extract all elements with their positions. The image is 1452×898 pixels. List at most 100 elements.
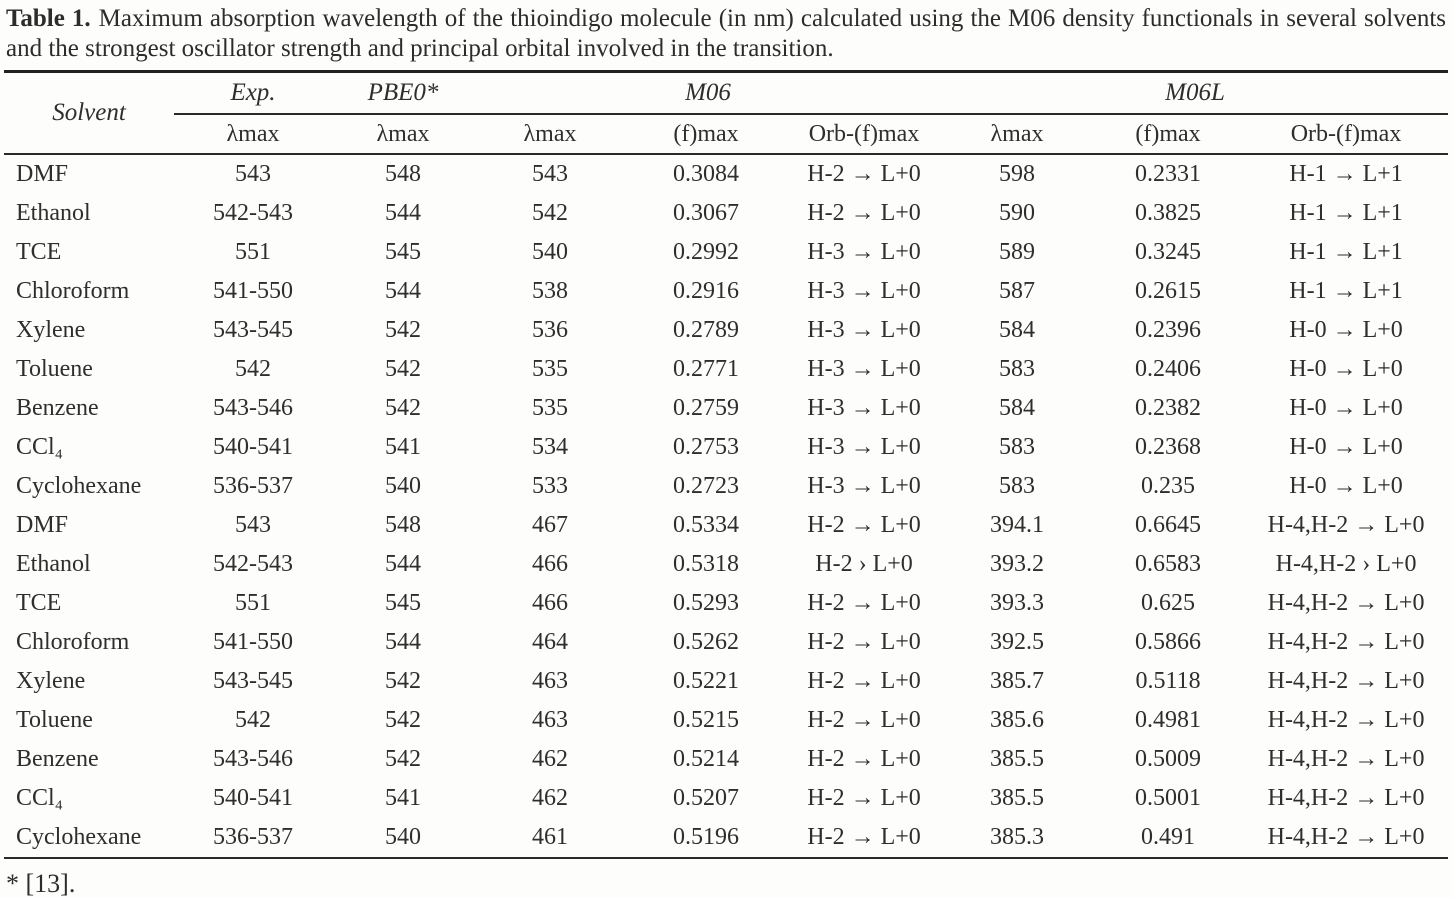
cell-m06-fmax: 0.5207 — [673, 785, 739, 811]
cell-solvent: CCl₄ — [16, 785, 64, 811]
cell-m06-lmax: 540 — [532, 239, 568, 265]
column-group-m06: M06 — [474, 71, 943, 115]
cell-pbe0-lmax: 545 — [385, 590, 421, 616]
cell-m06-orb: H-3 → L+0 — [807, 473, 921, 499]
cell-m06-fmax: 0.2789 — [673, 317, 739, 343]
cell-pbe0-lmax: 542 — [385, 395, 421, 421]
cell-solvent: CCl₄ — [16, 434, 64, 460]
cell-m06l-lmax: 583 — [999, 473, 1036, 499]
cell-m06l-lmax: 587 — [999, 278, 1036, 304]
column-header-pbe0-lmax: λmax — [332, 114, 474, 155]
cell-m06l-fmax: 0.5118 — [1135, 668, 1201, 694]
cell-exp-lmax: 543 — [235, 512, 271, 538]
cell-m06l-lmax: 589 — [999, 239, 1036, 265]
cell-exp-lmax: 542 — [235, 707, 271, 733]
cell-m06-lmax: 538 — [532, 278, 568, 304]
cell-m06l-lmax: 394.1 — [990, 512, 1045, 538]
cell-m06l-fmax: 0.2396 — [1135, 317, 1202, 343]
cell-pbe0-lmax: 542 — [385, 668, 421, 694]
cell-m06-orb: H-2 → L+0 — [807, 785, 921, 811]
cell-solvent: Xylene — [16, 317, 86, 343]
cell-m06l-fmax: 0.6645 — [1135, 512, 1202, 538]
table-row: Toluene 542 542 535 0.2771 H-3 → L+0 583 0.2406… — [4, 350, 1448, 389]
cell-m06l-lmax: 584 — [999, 317, 1036, 343]
cell-m06l-orb: H-4,H-2 → L+0 — [1267, 590, 1425, 616]
cell-m06-fmax: 0.5215 — [673, 707, 739, 733]
cell-pbe0-lmax: 544 — [385, 278, 421, 304]
cell-solvent: Ethanol — [16, 200, 91, 226]
cell-m06-lmax: 533 — [532, 473, 568, 499]
column-header-m06-orb: Orb-(f)max — [786, 114, 943, 155]
table-caption: Table 1. Maximum absorption wavelength of… — [6, 4, 1446, 64]
cell-m06-orb: H-2 → L+0 — [807, 512, 921, 538]
cell-pbe0-lmax: 540 — [385, 473, 421, 499]
cell-m06l-fmax: 0.235 — [1141, 473, 1196, 499]
cell-m06-lmax: 466 — [532, 551, 568, 577]
cell-m06l-fmax: 0.2331 — [1135, 161, 1202, 187]
cell-m06-fmax: 0.2992 — [673, 239, 739, 265]
cell-exp-lmax: 541-550 — [213, 629, 293, 655]
table-row: Benzene 543-546 542 535 0.2759 H-3 → L+0 584 0.… — [4, 389, 1448, 428]
cell-m06l-orb: H-1 → L+1 — [1289, 239, 1403, 265]
cell-pbe0-lmax: 548 — [385, 161, 421, 187]
cell-m06l-fmax: 0.625 — [1141, 590, 1196, 616]
cell-solvent: DMF — [16, 512, 69, 538]
cell-m06-orb: H-3 → L+0 — [807, 434, 921, 460]
cell-m06-orb: H-3 → L+0 — [807, 239, 921, 265]
cell-m06l-fmax: 0.4981 — [1135, 707, 1202, 733]
column-header-m06l-lmax: λmax — [942, 114, 1093, 155]
cell-exp-lmax: 543-546 — [213, 395, 293, 421]
cell-exp-lmax: 551 — [235, 239, 271, 265]
cell-exp-lmax: 541-550 — [213, 278, 293, 304]
cell-solvent: Ethanol — [16, 551, 91, 577]
cell-pbe0-lmax: 544 — [385, 200, 421, 226]
table-row: Xylene 543-545 542 463 0.5221 H-2 → L+0 385.7 0… — [4, 662, 1448, 701]
cell-m06l-lmax: 385.5 — [990, 785, 1045, 811]
cell-m06-fmax: 0.5196 — [626, 818, 786, 859]
table-caption-label: Table 1. — [6, 5, 91, 32]
cell-m06l-fmax: 0.5001 — [1135, 785, 1202, 811]
cell-m06l-lmax: 393.3 — [990, 590, 1045, 616]
table-row: Chloroform 541-550 544 464 0.5262 H-2 → L+0 39… — [4, 623, 1448, 662]
column-group-m06l: M06L — [942, 71, 1449, 115]
cell-m06l-orb: H-4,H-2 → L+0 — [1267, 785, 1425, 811]
cell-solvent: Chloroform — [16, 629, 130, 655]
table-row: DMF 543 548 467 0.5334 H-2 → L+0 394.1 0.6645 H-… — [4, 506, 1448, 545]
cell-solvent: Chloroform — [16, 278, 130, 304]
cell-m06l-lmax: 385.6 — [990, 707, 1045, 733]
cell-m06l-fmax: 0.5009 — [1135, 746, 1202, 772]
cell-m06-fmax: 0.5334 — [673, 512, 739, 538]
table-row: CCl₄ 540-541 541 534 0.2753 H-3 → L+0 583 0.236… — [4, 428, 1448, 467]
cell-m06l-fmax: 0.2406 — [1135, 356, 1202, 382]
cell-m06-fmax: 0.5214 — [673, 746, 739, 772]
table-row: TCE 551 545 540 0.2992 H-3 → L+0 589 0.3245 H-1 … — [4, 233, 1448, 272]
cell-m06l-orb: H-4,H-2 → L+0 — [1267, 746, 1425, 772]
cell-m06l-orb: H-4,H-2 → L+0 — [1267, 512, 1425, 538]
cell-m06-lmax: 464 — [532, 629, 568, 655]
cell-m06-orb: H-2 → L+0 — [807, 200, 921, 226]
cell-m06l-orb: H-4,H-2 → L+0 — [1244, 818, 1449, 859]
cell-solvent: DMF — [16, 161, 69, 187]
table-footnote: * [13]. — [6, 869, 76, 898]
cell-m06l-orb: H-1 → L+1 — [1289, 278, 1403, 304]
cell-m06l-orb: H-0 → L+0 — [1289, 395, 1403, 421]
cell-m06-lmax: 535 — [532, 356, 568, 382]
cell-m06l-lmax: 393.2 — [990, 551, 1045, 577]
cell-solvent: Benzene — [16, 395, 99, 421]
table-row: CCl₄ 540-541 541 462 0.5207 H-2 → L+0 385.5 0.5… — [4, 779, 1448, 818]
cell-m06-lmax: 461 — [474, 818, 626, 859]
cell-pbe0-lmax: 544 — [385, 551, 421, 577]
cell-solvent: Cyclohexane — [4, 818, 174, 859]
cell-m06l-lmax: 385.3 — [942, 818, 1093, 859]
column-header-m06-lmax: λmax — [474, 114, 626, 155]
cell-pbe0-lmax: 542 — [385, 356, 421, 382]
cell-m06-orb: H-2 → L+0 — [807, 746, 921, 772]
cell-m06-orb: H-2 → L+0 — [807, 161, 921, 187]
cell-m06l-lmax: 598 — [999, 161, 1036, 187]
column-header-m06l-fmax: (f)max — [1092, 114, 1245, 155]
table-row: Cyclohexane 536-537 540 533 0.2723 H-3 → L+0 5… — [4, 467, 1448, 506]
cell-m06-lmax: 536 — [532, 317, 568, 343]
cell-exp-lmax: 542-543 — [213, 551, 293, 577]
cell-solvent: Toluene — [16, 707, 93, 733]
cell-exp-lmax: 543 — [235, 161, 271, 187]
